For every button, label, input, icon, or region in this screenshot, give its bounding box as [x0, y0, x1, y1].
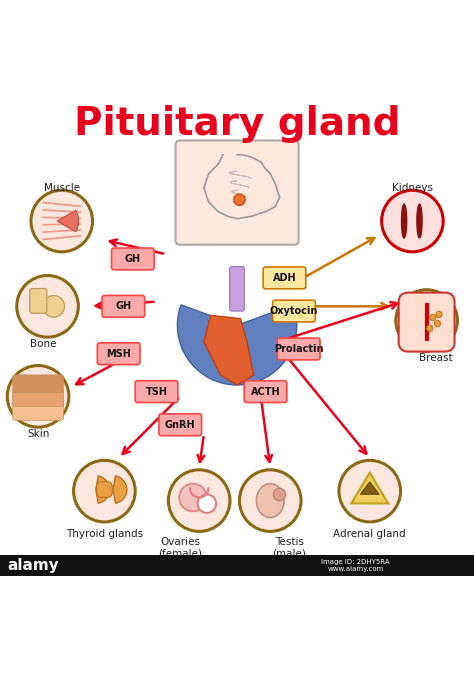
Text: Image ID: 2DHY5RA
www.alamy.com: Image ID: 2DHY5RA www.alamy.com: [321, 559, 390, 572]
Circle shape: [427, 325, 433, 331]
Text: Breast: Breast: [419, 354, 453, 363]
Text: ACTH: ACTH: [251, 386, 280, 397]
Circle shape: [436, 311, 442, 318]
Circle shape: [43, 295, 64, 317]
Circle shape: [339, 460, 401, 522]
Text: Oxytocin: Oxytocin: [270, 306, 318, 316]
Circle shape: [434, 320, 440, 327]
Circle shape: [7, 365, 69, 427]
FancyBboxPatch shape: [230, 267, 245, 311]
FancyBboxPatch shape: [97, 343, 140, 365]
Text: GnRH: GnRH: [165, 420, 196, 430]
Polygon shape: [351, 473, 388, 503]
Text: Bone: Bone: [29, 340, 56, 349]
Circle shape: [168, 470, 230, 532]
Wedge shape: [57, 210, 79, 232]
FancyBboxPatch shape: [175, 141, 299, 244]
FancyBboxPatch shape: [273, 300, 315, 322]
Text: Ovaries
(female): Ovaries (female): [158, 537, 202, 559]
Text: Kidneys: Kidneys: [392, 183, 433, 193]
Text: MSH: MSH: [106, 349, 131, 359]
Circle shape: [234, 194, 245, 206]
FancyBboxPatch shape: [399, 293, 455, 352]
Circle shape: [382, 190, 443, 252]
FancyBboxPatch shape: [13, 375, 64, 392]
FancyBboxPatch shape: [13, 403, 64, 420]
Text: Pituitary gland: Pituitary gland: [74, 105, 401, 143]
FancyBboxPatch shape: [244, 381, 287, 403]
Text: Thyroid glands: Thyroid glands: [66, 529, 143, 538]
Text: Adrenal gland: Adrenal gland: [333, 529, 406, 538]
Circle shape: [198, 494, 216, 513]
Circle shape: [430, 314, 436, 320]
Polygon shape: [401, 204, 407, 238]
Text: ADH: ADH: [273, 273, 296, 283]
Text: Skin: Skin: [27, 429, 49, 439]
Circle shape: [273, 488, 286, 500]
Polygon shape: [361, 482, 379, 494]
Circle shape: [239, 470, 301, 532]
FancyBboxPatch shape: [97, 482, 112, 498]
Text: GH: GH: [115, 301, 131, 312]
FancyBboxPatch shape: [277, 338, 320, 360]
FancyBboxPatch shape: [102, 295, 145, 317]
Wedge shape: [96, 476, 109, 503]
Circle shape: [396, 290, 457, 351]
Text: GH: GH: [125, 254, 141, 264]
Circle shape: [179, 483, 207, 511]
Ellipse shape: [256, 483, 284, 517]
Polygon shape: [204, 315, 254, 385]
Text: Muscle: Muscle: [44, 183, 80, 193]
Text: Testis
(male): Testis (male): [272, 537, 306, 559]
FancyBboxPatch shape: [111, 248, 154, 270]
Wedge shape: [113, 476, 127, 503]
FancyBboxPatch shape: [263, 267, 306, 289]
Wedge shape: [177, 305, 297, 385]
Circle shape: [31, 190, 92, 252]
FancyBboxPatch shape: [135, 381, 178, 403]
Text: TSH: TSH: [146, 386, 167, 397]
Circle shape: [17, 276, 78, 337]
FancyBboxPatch shape: [30, 289, 47, 313]
FancyBboxPatch shape: [13, 389, 64, 407]
FancyBboxPatch shape: [159, 414, 201, 436]
Text: Prolactin: Prolactin: [274, 344, 323, 354]
Circle shape: [73, 460, 135, 522]
Text: alamy: alamy: [8, 559, 59, 574]
Polygon shape: [417, 204, 422, 238]
FancyBboxPatch shape: [0, 555, 474, 576]
